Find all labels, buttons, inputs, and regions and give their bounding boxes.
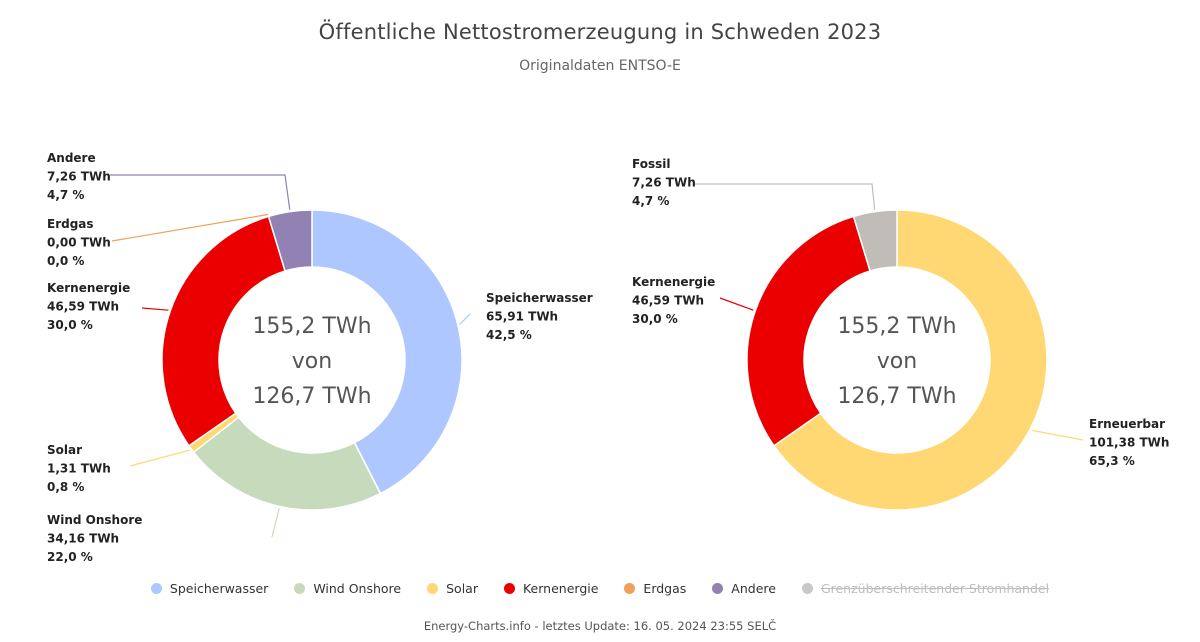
- data-label-fossil-percent: 4,7 %: [632, 194, 669, 208]
- center-text-line-3: 126,7 TWh: [837, 384, 956, 409]
- chart-area: Speicherwasser 65,91 TWh 42,5 % Wind Onshor…: [47, 151, 1169, 564]
- data-label-erneuerbar-percent: 65,3 %: [1089, 454, 1135, 468]
- data-label-speicherwasser-value: 65,91 TWh: [486, 310, 558, 324]
- footer-update-note: Energy-Charts.info - letztes Update: 16.…: [423, 619, 777, 633]
- connector-wind-onshore: [271, 508, 280, 538]
- legend-item-andere[interactable]: Andere: [712, 581, 776, 596]
- connector-erdgas: [111, 213, 269, 242]
- legend-item-speicherwasser[interactable]: Speicherwasser: [150, 581, 269, 596]
- chart-subtitle: Originaldaten ENTSO-E: [519, 58, 681, 74]
- center-text-line-2: von: [877, 349, 917, 374]
- legend-label: Speicherwasser: [169, 581, 269, 596]
- connector-solar: [129, 449, 190, 467]
- legend-marker: [503, 583, 515, 594]
- data-label-wind-onshore-value: 34,16 TWh: [47, 532, 119, 546]
- data-label-kernenergie-value: 46,59 TWh: [47, 300, 119, 314]
- legend-item-kernenergie[interactable]: Kernenergie: [503, 581, 599, 596]
- legend-item-erdgas[interactable]: Erdgas: [624, 581, 686, 596]
- legend-marker: [150, 583, 162, 594]
- connector-erneuerbar: [1031, 429, 1084, 441]
- data-label-solar-percent: 0,8 %: [47, 480, 84, 494]
- donut-chart-1: Speicherwasser 65,91 TWh 42,5 % Wind Onshor…: [47, 151, 593, 564]
- chart-title: Öffentliche Nettostromerzeugung in Schwe…: [318, 20, 882, 44]
- data-label-solar-name: Solar: [47, 443, 82, 457]
- legend-label: Wind Onshore: [313, 581, 402, 596]
- connector-kernenergie: [141, 307, 169, 311]
- data-label-erdgas-name: Erdgas: [47, 217, 94, 231]
- legend-label: Solar: [446, 581, 478, 596]
- data-label-kernenergie-percent: 30,0 %: [47, 318, 93, 332]
- legend-marker: [801, 583, 813, 594]
- legend-label: Kernenergie: [522, 581, 599, 596]
- data-label-fossil-name: Fossil: [632, 157, 670, 171]
- legend-item-grenzüberschreitender-stromhandel[interactable]: Grenzüberschreitender Stromhandel: [801, 581, 1050, 596]
- data-label-wind-onshore-name: Wind Onshore: [47, 513, 142, 527]
- data-label-wind-onshore-percent: 22,0 %: [47, 550, 93, 564]
- data-label-erneuerbar-value: 101,38 TWh: [1089, 436, 1169, 450]
- data-label-speicherwasser-percent: 42,5 %: [486, 328, 532, 342]
- connector-andere: [110, 174, 291, 210]
- legend-marker: [712, 583, 724, 594]
- connector-kernenergie: [719, 297, 754, 311]
- data-label-kernenergie-value: 46,59 TWh: [632, 294, 704, 308]
- donut-slice-kernenergie[interactable]: [746, 215, 871, 447]
- legend-marker: [427, 583, 439, 594]
- donut-chart-2: Erneuerbar 101,38 TWh 65,3 % Kernenergie 46,…: [632, 157, 1169, 511]
- legend-label: Andere: [731, 581, 776, 596]
- center-text-line-1: 155,2 TWh: [252, 314, 371, 339]
- data-label-erdgas-percent: 0,0 %: [47, 254, 84, 268]
- data-label-andere-percent: 4,7 %: [47, 188, 84, 202]
- data-label-kernenergie-name: Kernenergie: [632, 275, 715, 289]
- center-text-line-1: 155,2 TWh: [837, 314, 956, 339]
- data-label-solar-value: 1,31 TWh: [47, 462, 111, 476]
- donut-slice-fossil[interactable]: [852, 209, 898, 272]
- data-label-kernenergie-percent: 30,0 %: [632, 312, 678, 326]
- legend-label: Grenzüberschreitender Stromhandel: [820, 581, 1050, 596]
- data-label-speicherwasser-name: Speicherwasser: [486, 291, 593, 305]
- chart-legend: Speicherwasser Wind Onshore Solar Kernenerg…: [0, 581, 1200, 596]
- legend-marker: [294, 583, 306, 594]
- data-label-andere-value: 7,26 TWh: [47, 170, 111, 184]
- legend-item-wind-onshore[interactable]: Wind Onshore: [294, 581, 401, 596]
- donut-slice-erneuerbar[interactable]: [772, 209, 1048, 511]
- center-text-line-3: 126,7 TWh: [252, 384, 371, 409]
- data-label-fossil-value: 7,26 TWh: [632, 176, 696, 190]
- data-label-erdgas-value: 0,00 TWh: [47, 236, 111, 250]
- connector-fossil: [693, 183, 876, 210]
- connector-speicherwasser: [459, 313, 471, 325]
- donut-slice-kernenergie[interactable]: [161, 215, 286, 447]
- legend-marker: [624, 583, 636, 594]
- donut-slice-andere[interactable]: [267, 209, 313, 272]
- legend-item-solar[interactable]: Solar: [427, 581, 478, 596]
- data-label-erneuerbar-name: Erneuerbar: [1089, 417, 1165, 431]
- data-label-andere-name: Andere: [47, 151, 96, 165]
- donut-slice-speicherwasser[interactable]: [311, 209, 463, 495]
- data-label-kernenergie-name: Kernenergie: [47, 281, 130, 295]
- legend-label: Erdgas: [643, 581, 687, 596]
- center-text-line-2: von: [292, 349, 332, 374]
